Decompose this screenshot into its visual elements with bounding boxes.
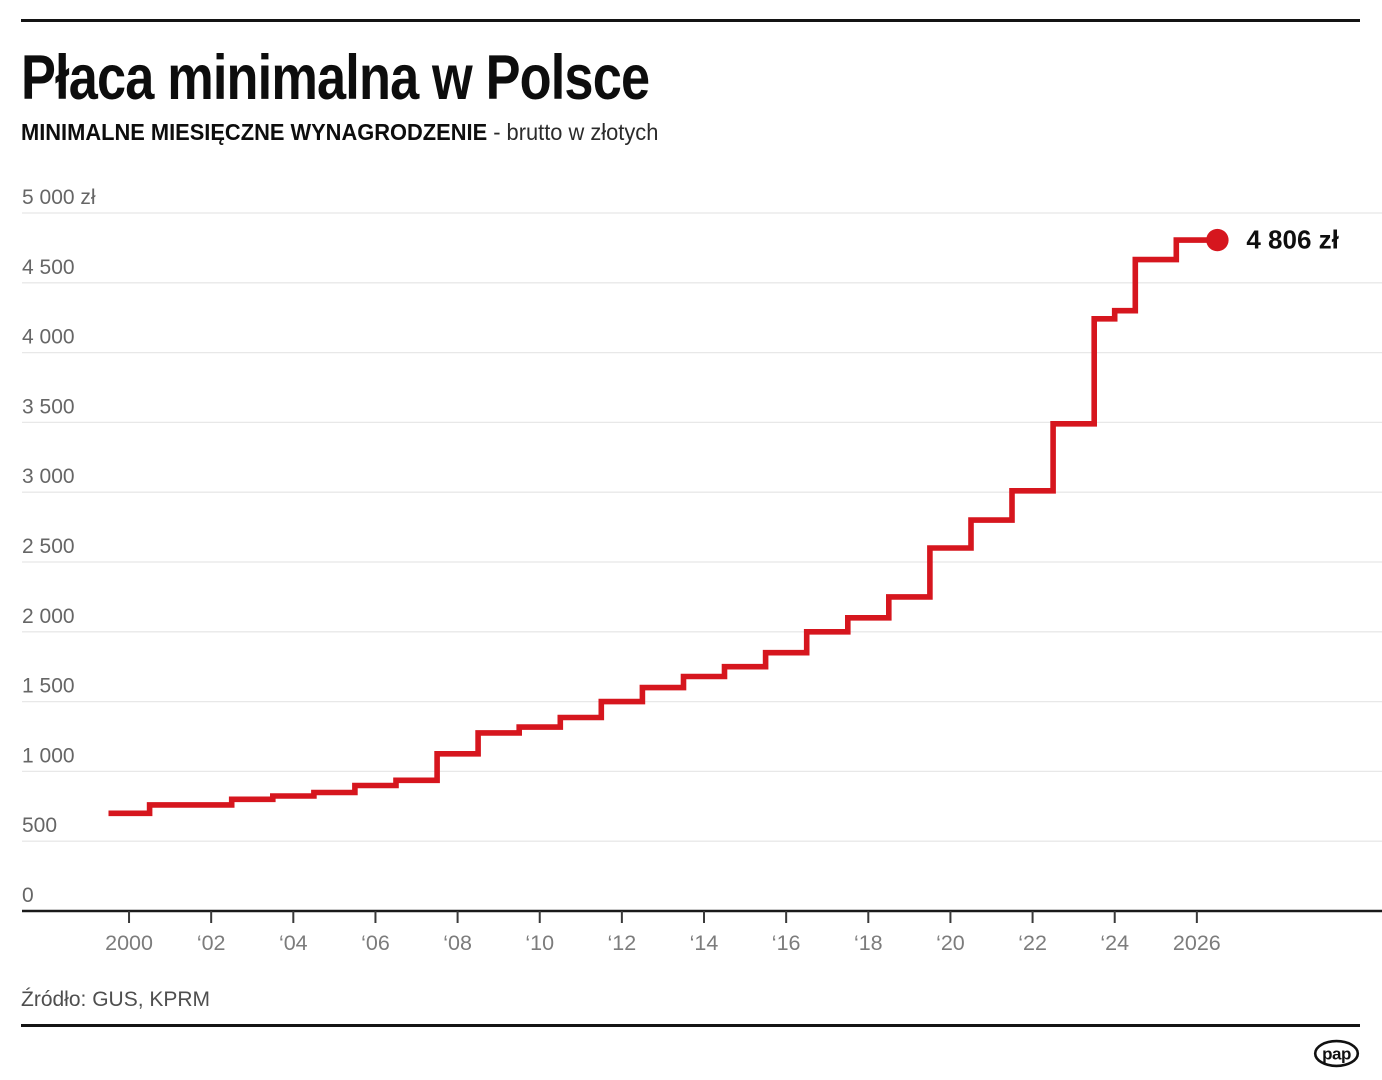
y-tick-label: 3 500 [22, 395, 75, 418]
y-tick-label: 2 500 [22, 535, 75, 558]
end-point-label: 4 806 zł [1246, 225, 1339, 255]
x-tick-label: ‘22 [1018, 931, 1047, 955]
bottom-rule [21, 1024, 1360, 1027]
x-axis [22, 909, 1382, 923]
subtitle-bold-text: MINIMALNE MIESIĘCZNE WYNAGRODZENIE [21, 119, 488, 145]
x-tick-label: ‘10 [525, 931, 554, 955]
y-tick-label: 4 500 [22, 256, 75, 279]
x-tick-label: ‘18 [854, 931, 883, 955]
y-tick-label: 1 000 [22, 744, 75, 767]
y-tick-label: 500 [22, 814, 57, 837]
x-axis-labels: 2000 ‘02 ‘04 ‘06 ‘08 ‘10 ‘12 ‘14 ‘16 ‘18 ‘20 ‘22 ‘24… [105, 931, 1221, 955]
x-tick-label: ‘04 [279, 931, 308, 955]
y-tick-label: 5 000 zł [22, 186, 96, 209]
pap-logo: pap [1313, 1039, 1360, 1068]
top-rule [21, 19, 1360, 22]
y-tick-label: 1 500 [22, 675, 75, 698]
source-note: Źródło: GUS, KPRM [21, 988, 211, 1011]
x-tick-label: ‘24 [1100, 931, 1129, 955]
y-tick-label: 4 000 [22, 326, 75, 349]
end-point-dot [1206, 228, 1229, 252]
page-title: Płaca minimalna w Polsce [21, 43, 650, 113]
pap-logo-oval [1313, 1039, 1360, 1068]
y-tick-label: 2 000 [22, 605, 75, 628]
x-tick-label: ‘16 [772, 931, 801, 955]
subtitle-regular-text: - brutto w złotych [487, 119, 659, 145]
x-tick-label: 2000 [105, 931, 153, 955]
x-tick-label: ‘12 [608, 931, 637, 955]
page-subtitle: MINIMALNE MIESIĘCZNE WYNAGRODZENIE - bru… [21, 119, 658, 146]
x-tick-label: ‘14 [690, 931, 719, 955]
wage-step-line [108, 237, 1218, 817]
pap-logo-text: pap [1322, 1045, 1351, 1064]
x-tick-label: ‘20 [936, 931, 965, 955]
x-tick-label: 2026 [1173, 931, 1221, 955]
y-axis-labels: 5 000 zł 4 500 4 000 3 500 3 000 2 500 2 000 1 … [22, 186, 96, 907]
gridlines [22, 212, 1382, 842]
x-tick-label: ‘06 [361, 931, 390, 955]
y-tick-label: 0 [22, 884, 34, 907]
x-tick-label: ‘08 [443, 931, 472, 955]
x-tick-label: ‘02 [197, 931, 226, 955]
y-tick-label: 3 000 [22, 465, 75, 488]
